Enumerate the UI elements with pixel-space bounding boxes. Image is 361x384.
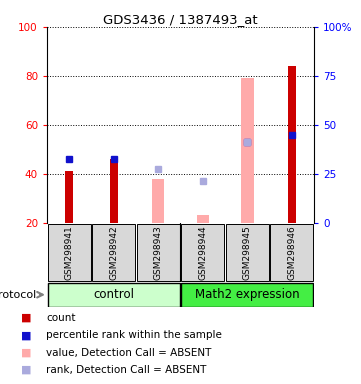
Bar — [110, 159, 118, 223]
Text: ■: ■ — [21, 348, 32, 358]
Text: GSM298946: GSM298946 — [287, 225, 296, 280]
Text: control: control — [93, 288, 134, 301]
Title: GDS3436 / 1387493_at: GDS3436 / 1387493_at — [103, 13, 258, 26]
Bar — [288, 66, 296, 223]
Text: protocol: protocol — [0, 290, 36, 300]
Bar — [137, 224, 180, 281]
Text: GSM298945: GSM298945 — [243, 225, 252, 280]
Text: count: count — [46, 313, 76, 323]
Text: ■: ■ — [21, 330, 32, 340]
Text: percentile rank within the sample: percentile rank within the sample — [46, 330, 222, 340]
Text: ■: ■ — [21, 313, 32, 323]
Text: rank, Detection Call = ABSENT: rank, Detection Call = ABSENT — [46, 365, 206, 375]
Text: ■: ■ — [21, 365, 32, 375]
Bar — [196, 215, 209, 223]
Bar — [270, 224, 313, 281]
Text: GSM298944: GSM298944 — [198, 225, 207, 280]
Bar — [181, 283, 313, 307]
Bar — [48, 283, 180, 307]
Bar — [226, 224, 269, 281]
Bar — [152, 179, 165, 223]
Text: GSM298943: GSM298943 — [154, 225, 163, 280]
Text: GSM298942: GSM298942 — [109, 225, 118, 280]
Text: GSM298941: GSM298941 — [65, 225, 74, 280]
Bar — [92, 224, 135, 281]
Bar — [181, 224, 224, 281]
Bar — [65, 171, 73, 223]
Bar — [48, 224, 91, 281]
Text: value, Detection Call = ABSENT: value, Detection Call = ABSENT — [46, 348, 212, 358]
Bar — [241, 78, 253, 223]
Text: Math2 expression: Math2 expression — [195, 288, 300, 301]
